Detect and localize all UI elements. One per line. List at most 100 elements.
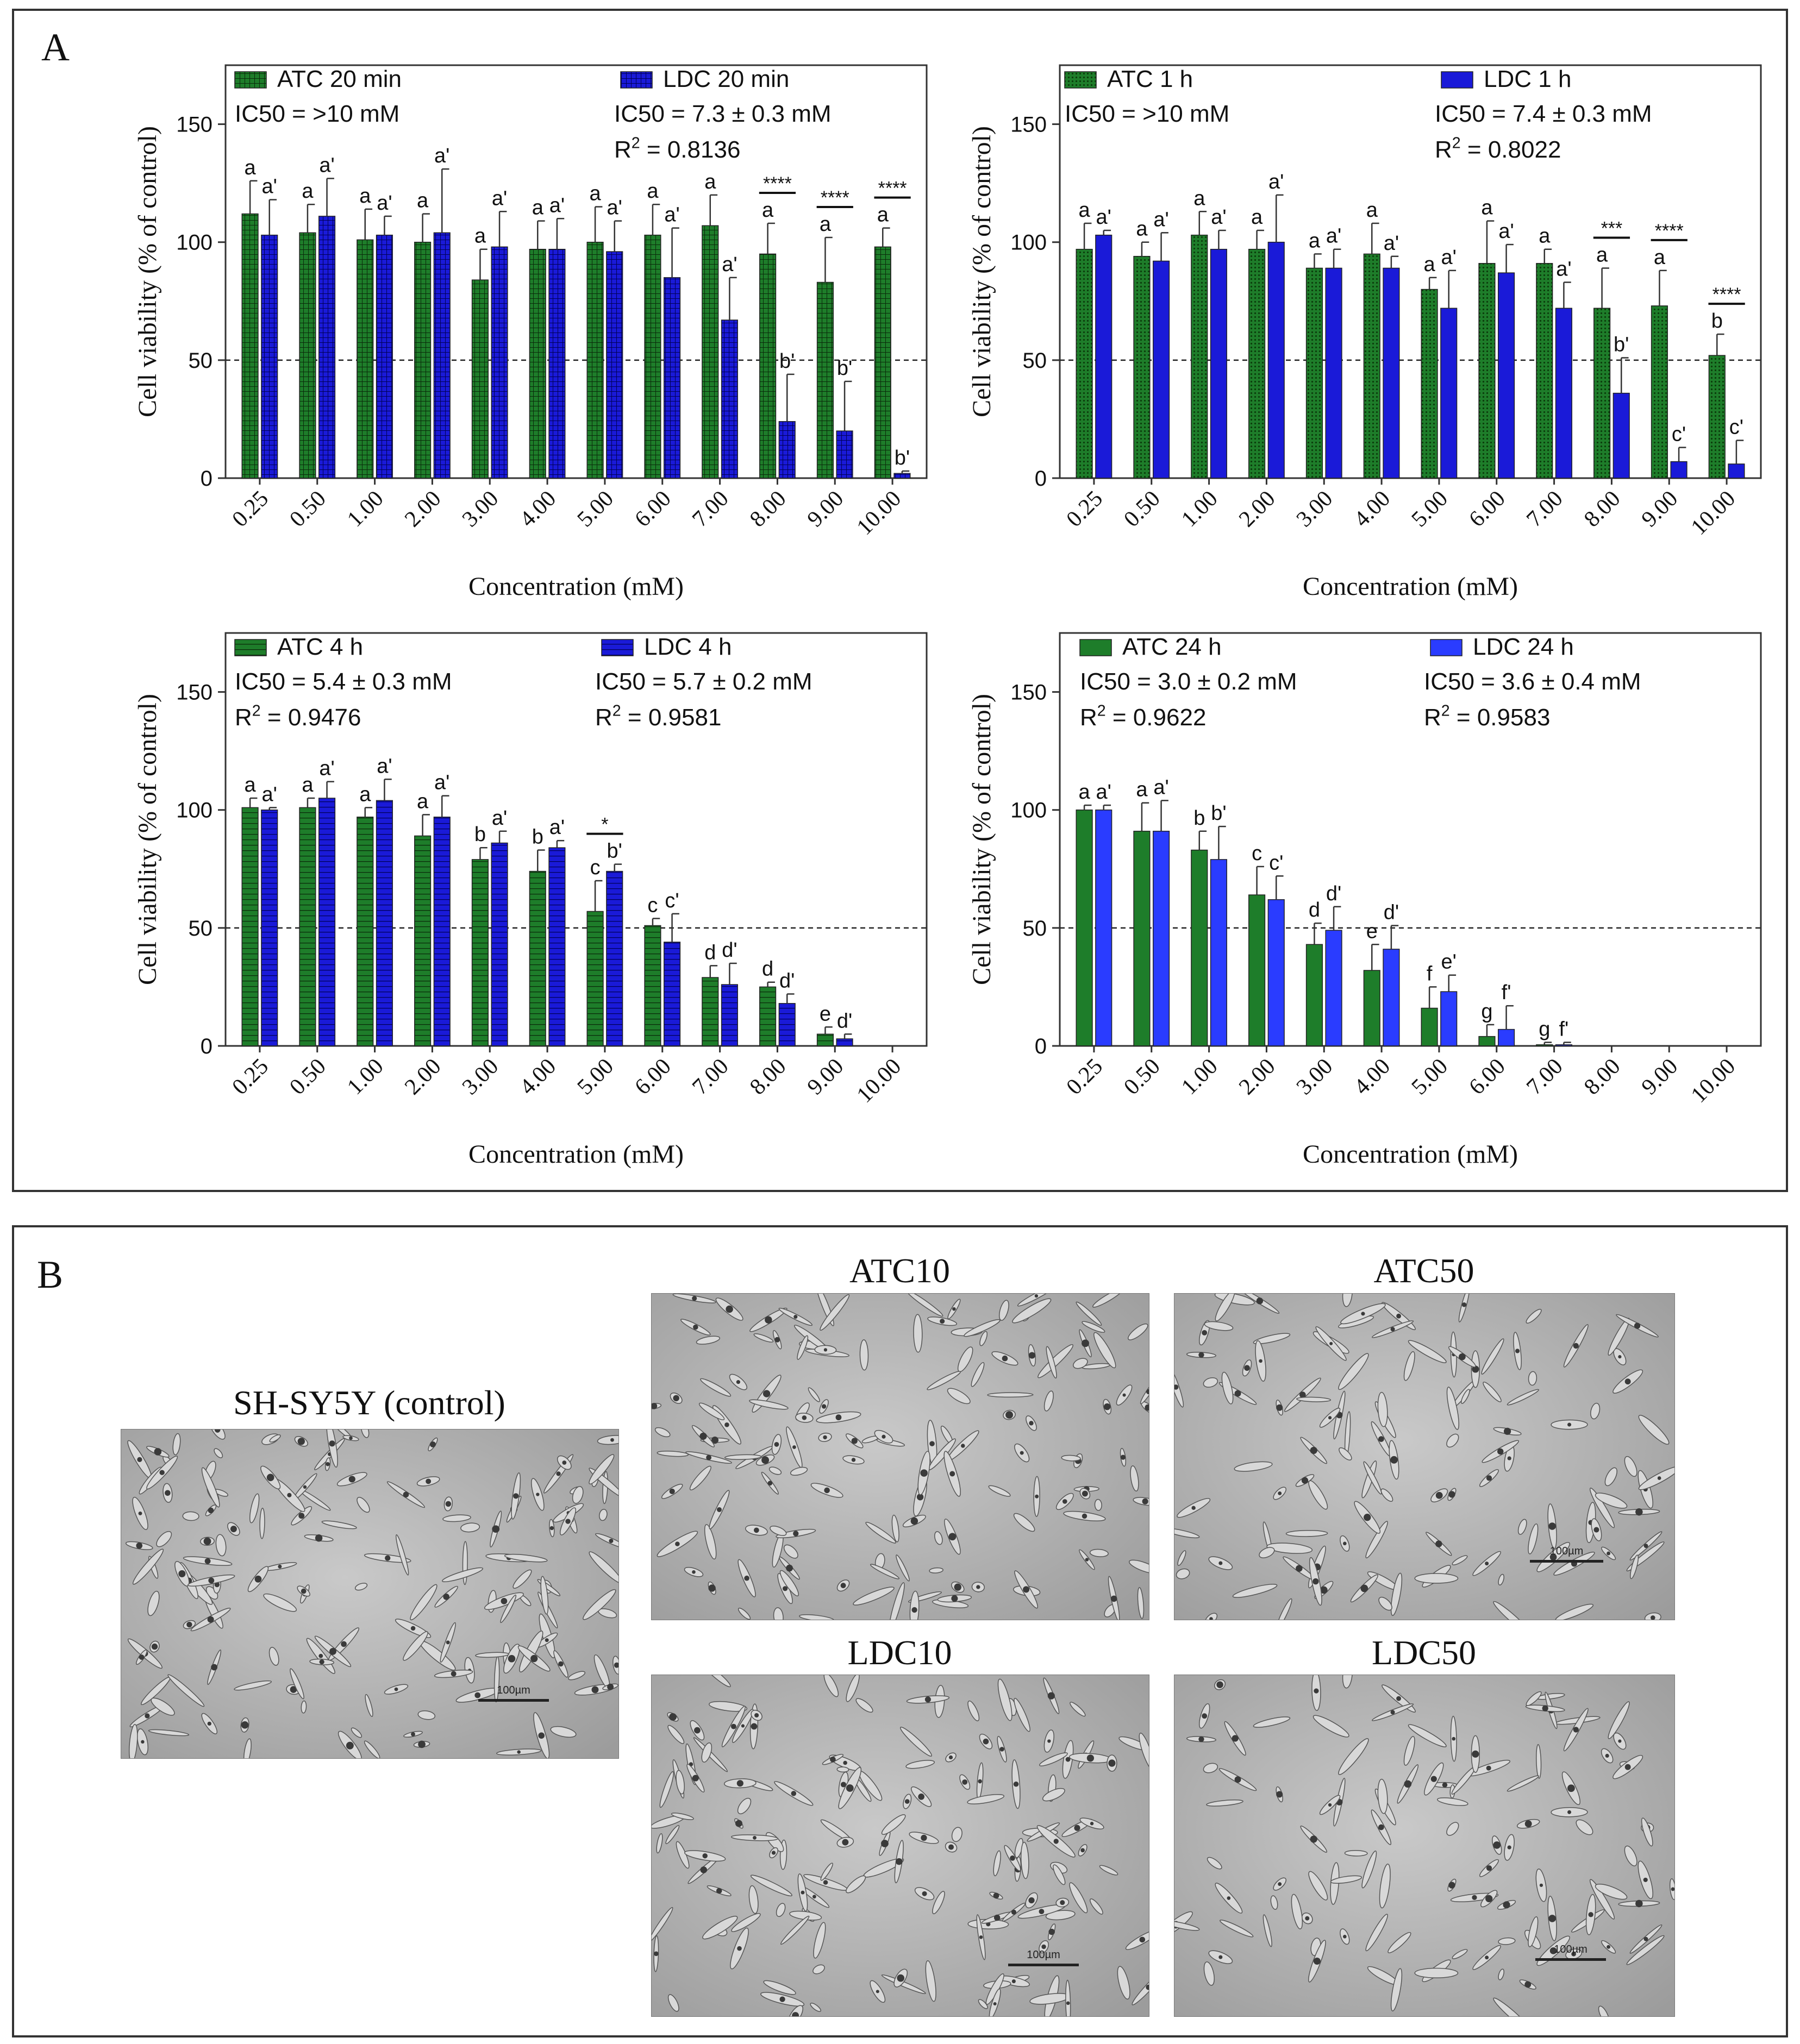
cell-nucleus xyxy=(1082,1339,1089,1347)
x-tick-label: 10.00 xyxy=(1686,1054,1740,1108)
legend-ldc-swatch xyxy=(1430,639,1462,656)
cell xyxy=(269,1434,281,1443)
atc-significance-letter: a xyxy=(1079,781,1091,804)
atc-bar xyxy=(414,835,432,1046)
cell-nucleus xyxy=(178,1570,186,1577)
cell-nucleus xyxy=(699,1432,707,1440)
significance-stars: **** xyxy=(821,187,849,208)
cell xyxy=(1638,1415,1670,1445)
cell xyxy=(1589,1488,1615,1528)
cell-nucleus xyxy=(1485,1562,1489,1566)
cell-nucleus xyxy=(1588,1912,1593,1917)
cell-nucleus xyxy=(1060,1900,1065,1905)
cell xyxy=(442,1514,471,1522)
cell-nucleus xyxy=(1624,1378,1631,1385)
cell-nucleus xyxy=(999,1747,1004,1752)
ldc-significance-letter: a' xyxy=(319,154,334,177)
cell-nucleus xyxy=(724,1422,729,1427)
legend-atc-label: ATC 4 h xyxy=(277,634,363,660)
cell xyxy=(1089,1548,1109,1557)
cell-nucleus xyxy=(951,1595,958,1602)
cell-nucleus xyxy=(1278,1882,1282,1886)
ldc-bar xyxy=(1498,272,1515,479)
atc-significance-letter: c xyxy=(647,894,658,917)
cell-nucleus xyxy=(151,1643,158,1650)
x-tick-label: 9.00 xyxy=(1637,486,1683,532)
ldc-bar xyxy=(548,248,566,479)
cell-nucleus xyxy=(1328,1416,1332,1420)
atc-significance-letter: a xyxy=(1481,197,1493,220)
cell xyxy=(1232,1584,1278,1598)
cell-nucleus xyxy=(1028,1897,1035,1904)
cell-nucleus xyxy=(793,1531,799,1537)
cell-nucleus xyxy=(1486,1765,1491,1771)
ldc-bar xyxy=(261,234,278,479)
cell-nucleus xyxy=(562,1460,567,1465)
cell-nucleus xyxy=(137,1457,142,1462)
cell-nucleus xyxy=(708,1584,716,1592)
cell-nucleus xyxy=(607,1683,614,1690)
cell-nucleus xyxy=(1108,1759,1116,1767)
micrograph-background xyxy=(1174,1675,1674,2016)
cell-nucleus xyxy=(1485,1895,1493,1903)
cell xyxy=(417,1710,436,1720)
x-tick-label: 6.00 xyxy=(630,1054,676,1100)
atc-significance-letter: e xyxy=(820,1002,831,1025)
x-tick-label: 8.00 xyxy=(745,1054,791,1100)
cell xyxy=(1452,1555,1468,1565)
cell-nucleus xyxy=(1342,1541,1347,1546)
x-tick-label: 2.00 xyxy=(1234,486,1280,532)
cell xyxy=(1177,1550,1186,1566)
cell xyxy=(360,1429,370,1438)
atc-bar xyxy=(529,870,546,1046)
cell xyxy=(1403,1351,1415,1381)
cell-nucleus xyxy=(876,1990,879,1993)
cell xyxy=(799,1614,834,1620)
ldc-significance-letter: a' xyxy=(377,755,392,778)
cell xyxy=(1013,1513,1035,1532)
cell-nucleus xyxy=(1299,1391,1306,1398)
atc-bar xyxy=(1593,308,1611,479)
cell xyxy=(147,1590,160,1616)
cell xyxy=(652,1907,673,1942)
cell-nucleus xyxy=(530,1654,538,1663)
atc-bar xyxy=(1478,1036,1496,1046)
cell xyxy=(913,1314,923,1353)
cell-nucleus xyxy=(694,1727,701,1734)
cell xyxy=(702,1916,738,1940)
cell-nucleus xyxy=(1041,1944,1046,1949)
cell-nucleus xyxy=(341,1641,347,1647)
cell-nucleus xyxy=(896,1858,903,1865)
cell xyxy=(1446,1433,1459,1448)
cell xyxy=(667,1994,679,2012)
cell xyxy=(865,1521,897,1544)
cell-nucleus xyxy=(1504,1427,1511,1435)
cell-nucleus xyxy=(1548,1915,1556,1922)
cell-nucleus xyxy=(426,1478,432,1484)
cell-nucleus xyxy=(821,1404,827,1409)
cell-nucleus xyxy=(1390,1456,1398,1464)
cell-nucleus xyxy=(549,1526,554,1531)
cell-nucleus xyxy=(203,1537,211,1545)
ldc-significance-letter: a' xyxy=(607,197,622,220)
cell xyxy=(870,1564,900,1579)
cell xyxy=(993,1850,1001,1877)
cell xyxy=(768,1466,782,1475)
cell xyxy=(589,1454,615,1484)
cell xyxy=(568,1671,586,1681)
cell-nucleus xyxy=(1486,1865,1492,1871)
cell-nucleus xyxy=(851,1438,858,1444)
cell xyxy=(925,1960,936,2002)
cell xyxy=(820,1294,850,1331)
x-tick-label: 5.00 xyxy=(572,1054,618,1100)
cell-nucleus xyxy=(1396,1696,1401,1701)
atc-bar xyxy=(644,234,661,479)
ldc-bar xyxy=(1498,1029,1515,1046)
cell-nucleus xyxy=(1485,1955,1489,1960)
cell-nucleus xyxy=(1573,1727,1579,1733)
cell-nucleus xyxy=(1657,1476,1661,1480)
cell-nucleus xyxy=(1120,1454,1126,1460)
cell-nucleus xyxy=(1020,1451,1024,1455)
atc-significance-letter: a xyxy=(532,197,544,220)
